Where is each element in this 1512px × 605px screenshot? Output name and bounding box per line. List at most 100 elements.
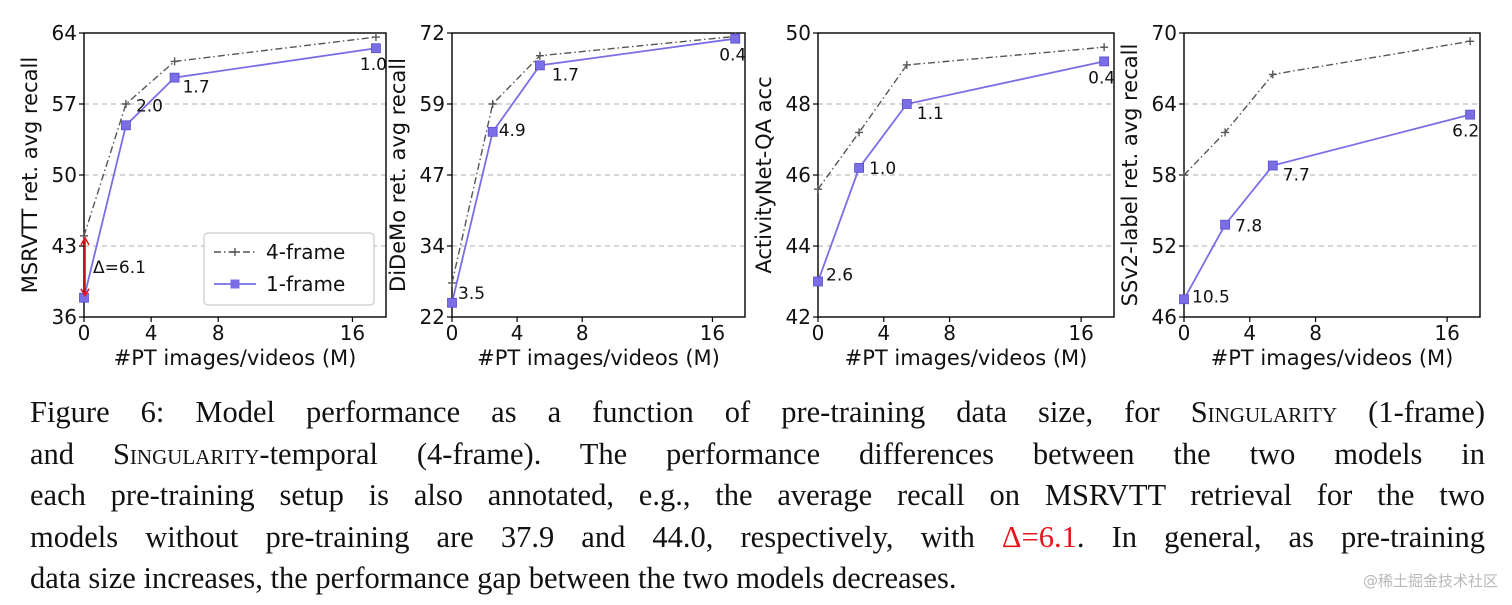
data-point-1-frame [487, 126, 498, 137]
gap-label: 10.5 [1192, 287, 1230, 307]
y-tick-label: 34 [420, 234, 445, 258]
data-point-1-frame [535, 60, 545, 71]
y-axis-label: ActivityNet-QA acc [752, 76, 776, 273]
y-tick-label: 46 [786, 163, 811, 187]
legend-marker-1-frame [230, 279, 240, 289]
series-line-4-frame [83, 36, 377, 237]
y-tick-label: 72 [420, 21, 445, 45]
chart-panel-1: 36 43 50 57 64 0 4 8 16#PT images/videos (M) MSRV… [18, 21, 387, 370]
caption-line-2: and Singularity-temporal (4-frame). The … [30, 436, 1485, 471]
chart-panel-2: 22 34 47 59 72 0 4 8 16#PT images/videos (M) DiDe… [386, 21, 746, 370]
series-line-4-frame [1183, 40, 1471, 176]
legend-label-1-frame: 1-frame [266, 272, 345, 296]
y-tick-label: 58 [1152, 163, 1177, 187]
y-tick-label: 48 [786, 92, 811, 116]
y-tick-label: 64 [52, 21, 77, 45]
series-line-4-frame [451, 35, 736, 284]
gap-label: 0.4 [719, 46, 746, 66]
data-point-4-frame [1180, 171, 1188, 179]
gap-label: 2.0 [136, 96, 163, 116]
gap-label: 7.7 [1283, 166, 1310, 186]
caption-line-1: Figure 6: Model performance as a functio… [30, 395, 1485, 429]
y-tick-label: 43 [52, 234, 77, 258]
gap-label: 7.8 [1235, 217, 1262, 237]
x-tick-label: 4 [877, 321, 890, 345]
data-point-4-frame [1221, 128, 1230, 137]
y-tick-label: 22 [420, 305, 445, 329]
delta-arrowhead-down [80, 288, 90, 298]
data-point-4-frame [121, 100, 130, 108]
data-point-1-frame [1220, 219, 1231, 230]
x-tick-label: 16 [340, 321, 365, 345]
data-point-1-frame [854, 162, 865, 173]
data-point-1-frame [901, 99, 912, 109]
y-tick-label: 47 [420, 163, 445, 187]
gap-label: Δ=6.1 [93, 258, 146, 278]
data-point-4-frame [371, 33, 380, 42]
gap-label: 2.6 [826, 266, 853, 286]
x-tick-label: 4 [145, 321, 158, 345]
x-axis-label: #PT images/videos (M) [1211, 346, 1454, 370]
gap-label: 1.0 [360, 55, 387, 75]
y-tick-label: 64 [1152, 92, 1177, 116]
gap-label: 3.5 [458, 284, 485, 304]
model-name: Singularity [112, 436, 260, 471]
watermark: @稀土掘金技术社区 [1362, 572, 1498, 590]
x-tick-label: 8 [212, 321, 225, 345]
x-tick-label: 8 [1309, 321, 1322, 345]
y-axis-label: SSv2-label ret. avg recall [1118, 44, 1142, 307]
x-axis-label: #PT images/videos (M) [845, 346, 1088, 370]
gap-label: 1.0 [869, 159, 896, 179]
legend-marker-4-frame [231, 248, 239, 256]
y-tick-label: 50 [786, 21, 811, 45]
chart-panel-4: 46 52 58 64 70 0 4 8 16#PT images/videos (M) SSv2… [1118, 21, 1481, 370]
data-point-1-frame [371, 43, 381, 54]
x-tick-label: 0 [1178, 321, 1191, 345]
data-point-1-frame [121, 120, 131, 131]
series-line-1-frame [817, 60, 1105, 282]
figure-6-charts: 36 43 50 57 64 0 4 8 16 #PT images/videos (M) MSRV… [18, 21, 1481, 370]
x-tick-label: 16 [1434, 321, 1459, 345]
legend-box [203, 232, 375, 306]
gap-label: 0.4 [1088, 68, 1115, 88]
data-point-1-frame [730, 33, 741, 44]
data-point-4-frame [488, 100, 497, 108]
x-tick-label: 0 [446, 321, 459, 345]
caption-line-3: each pre-training setup is also annotate… [30, 478, 1485, 512]
y-tick-label: 44 [786, 234, 811, 258]
data-point-1-frame [447, 297, 457, 308]
x-tick-label: 0 [812, 321, 825, 345]
gap-label: 1.7 [183, 78, 210, 98]
x-axis-label: #PT images/videos (M) [477, 346, 720, 370]
data-point-1-frame [813, 276, 823, 287]
data-point-4-frame [170, 57, 179, 66]
data-point-4-frame [1100, 43, 1109, 52]
y-tick-label: 70 [1152, 21, 1177, 45]
data-point-1-frame [1179, 294, 1189, 305]
x-tick-label: 4 [511, 321, 524, 345]
caption-line-5: data size increases, the performance gap… [30, 561, 957, 595]
delta-annotation: Δ=6.1 [1001, 519, 1077, 554]
data-point-4-frame [855, 128, 864, 137]
data-point-4-frame [1466, 37, 1475, 46]
data-point-1-frame [1267, 160, 1278, 171]
y-tick-label: 46 [1152, 305, 1177, 329]
series-line-1-frame [1183, 113, 1471, 300]
data-point-4-frame [535, 51, 544, 60]
data-point-1-frame [1465, 109, 1476, 120]
gap-label: 6.2 [1452, 122, 1479, 142]
y-tick-label: 52 [1152, 234, 1177, 258]
x-tick-label: 16 [1068, 321, 1093, 345]
gap-label: 1.7 [552, 65, 579, 85]
gap-label: 1.1 [917, 104, 944, 124]
data-point-1-frame [1099, 56, 1110, 67]
data-point-4-frame [814, 185, 822, 194]
y-axis-label: MSRVTT ret. avg recall [18, 57, 42, 293]
x-tick-label: 0 [78, 321, 91, 345]
figure-caption: Figure 6: Model performance as a functio… [30, 392, 1485, 600]
data-point-4-frame [1268, 70, 1277, 79]
y-tick-label: 57 [52, 92, 77, 116]
x-tick-label: 8 [943, 321, 956, 345]
